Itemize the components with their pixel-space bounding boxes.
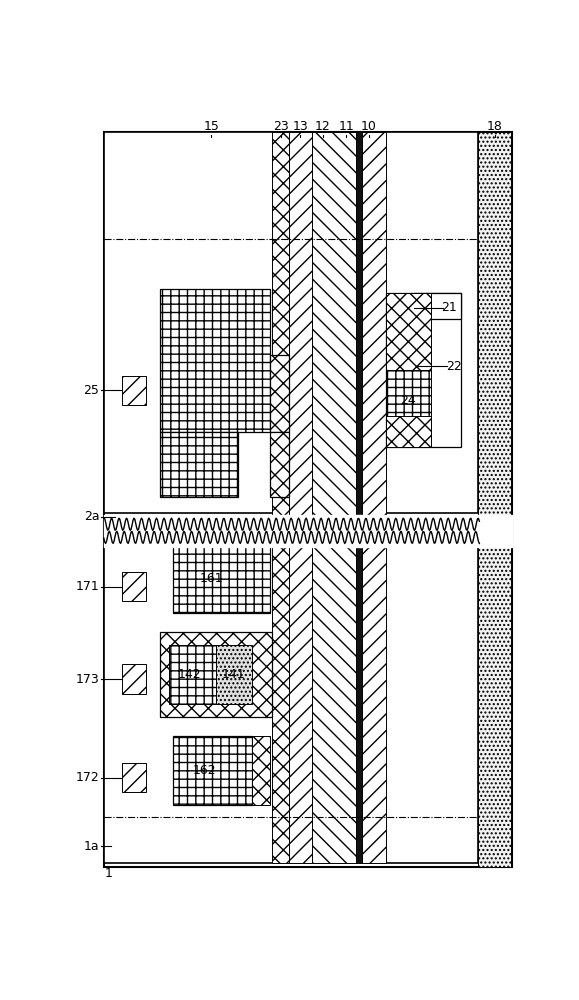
Text: 171: 171: [75, 580, 100, 593]
Bar: [173, 520, 223, 544]
Text: 161: 161: [200, 572, 223, 585]
Text: 1a: 1a: [84, 840, 100, 853]
Bar: [252, 736, 270, 805]
Text: 162: 162: [193, 764, 217, 777]
Bar: [122, 664, 146, 694]
Bar: [387, 416, 431, 447]
Text: 173: 173: [75, 673, 100, 686]
Bar: [312, 132, 357, 863]
Bar: [387, 370, 431, 447]
Text: 141: 141: [222, 668, 245, 681]
Text: 25: 25: [83, 384, 100, 397]
Bar: [104, 520, 478, 863]
Bar: [415, 293, 460, 319]
Bar: [160, 432, 239, 497]
Bar: [122, 376, 146, 405]
Text: 10: 10: [361, 120, 376, 133]
Text: 23: 23: [273, 120, 288, 133]
Bar: [122, 763, 146, 792]
Bar: [216, 645, 252, 704]
Bar: [387, 293, 460, 447]
Bar: [387, 293, 431, 370]
Bar: [270, 355, 289, 432]
Bar: [173, 736, 252, 805]
Text: 11: 11: [338, 120, 354, 133]
Text: 172: 172: [75, 771, 100, 784]
Bar: [160, 632, 272, 717]
Text: 15: 15: [204, 120, 219, 133]
Text: 1: 1: [104, 867, 112, 880]
Bar: [104, 132, 478, 513]
Bar: [169, 645, 216, 704]
Bar: [272, 132, 289, 863]
Bar: [173, 544, 270, 613]
Text: 12: 12: [315, 120, 331, 133]
Bar: [289, 132, 312, 863]
Text: 142: 142: [178, 668, 201, 681]
Bar: [270, 432, 289, 497]
Text: 18: 18: [487, 120, 503, 133]
Text: 2a: 2a: [84, 510, 100, 523]
Text: 13: 13: [292, 120, 308, 133]
Bar: [362, 132, 387, 863]
Text: 24: 24: [400, 394, 416, 407]
Text: 22: 22: [446, 360, 461, 373]
Bar: [160, 289, 270, 432]
Bar: [478, 132, 511, 867]
Bar: [357, 132, 362, 863]
Text: 21: 21: [441, 301, 457, 314]
Bar: [122, 572, 146, 601]
